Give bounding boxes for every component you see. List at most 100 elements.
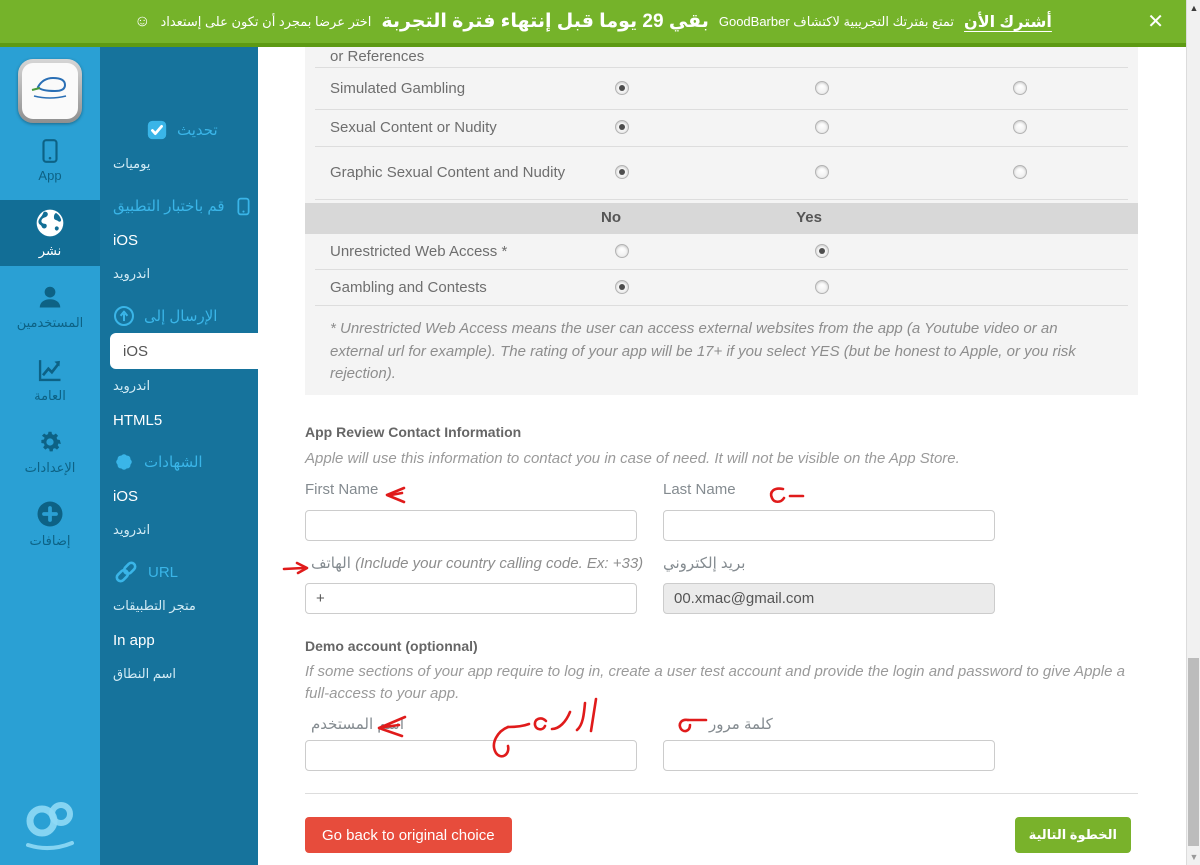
- nav2-group-label: قم باختبار التطبيق: [113, 198, 225, 215]
- rating-row: Unrestricted Web Access *: [315, 234, 1128, 270]
- sidebar-item-publish[interactable]: نشر: [0, 200, 100, 266]
- password-input[interactable]: [663, 740, 995, 771]
- column-header-no: No: [601, 209, 621, 226]
- sidebar-item-label: المستخدمين: [16, 315, 84, 330]
- subscribe-now-link[interactable]: أشترك الأن: [964, 13, 1052, 31]
- nav2-group-label: URL: [148, 563, 179, 581]
- scrollbar-down-icon[interactable]: ▼: [1189, 852, 1199, 862]
- trial-banner: أشترك الأن تمتع بفترتك التجريبية لاكتشاف…: [0, 0, 1186, 47]
- gear-icon: [36, 428, 64, 456]
- link-icon: [113, 559, 139, 585]
- nav2-item-iOS[interactable]: iOS: [113, 231, 139, 249]
- nav2-item-يوميات[interactable]: يوميات: [113, 156, 151, 171]
- secondary-nav: تحديث يوميات قم باختبار التطبيق iOS اندرويد ا…: [100, 113, 258, 691]
- sidebar-item-addons[interactable]: إضافات: [0, 492, 100, 556]
- radio-button[interactable]: [815, 165, 829, 179]
- radio-button[interactable]: [815, 279, 829, 294]
- radio-button[interactable]: [615, 120, 629, 134]
- sidebar-item-label: App: [38, 167, 62, 183]
- phone-icon: [37, 138, 63, 164]
- app-thumbnail[interactable]: [18, 59, 82, 123]
- phone-input[interactable]: [305, 583, 637, 614]
- upload-circle-icon: [113, 305, 135, 327]
- footer-divider: [305, 793, 1138, 794]
- column-header-yes: Yes: [796, 209, 822, 226]
- last-name-label: Last Name: [663, 481, 736, 498]
- secondary-sidebar: تحديث يوميات قم باختبار التطبيق iOS اندرويد ا…: [100, 43, 258, 865]
- sidebar-item-label: نشر: [38, 243, 62, 258]
- last-name-input[interactable]: [663, 510, 995, 541]
- nav2-group-header-4: URL: [100, 555, 258, 589]
- page-scrollbar[interactable]: ▲ ▼: [1186, 0, 1200, 865]
- rating-footnote: * Unrestricted Web Access means the user…: [330, 320, 1076, 382]
- sidebar-item-stats[interactable]: العامة: [0, 348, 100, 412]
- close-icon[interactable]: ✕: [1147, 11, 1164, 33]
- radio-button[interactable]: [1013, 120, 1027, 134]
- radio-button[interactable]: [815, 80, 829, 95]
- email-label: بريد إلكتروني: [663, 555, 746, 572]
- sidebar-item-users[interactable]: المستخدمين: [0, 275, 100, 339]
- rating-row-partial: or References: [315, 47, 1128, 68]
- plus-circle-icon: [35, 499, 65, 529]
- rating-row-label: Simulated Gambling: [330, 79, 466, 97]
- contact-section-title: App Review Contact Information: [305, 424, 522, 440]
- email-input: [663, 583, 995, 614]
- sidebar-item-app[interactable]: App: [0, 128, 100, 192]
- scrollbar-up-icon[interactable]: ▲: [1189, 3, 1199, 13]
- nav2-item-iOS[interactable]: iOS: [113, 487, 139, 505]
- rating-row: Simulated Gambling: [315, 68, 1128, 110]
- banner-message-1: تمتع بفترتك التجريبية لاكتشاف GoodBarber: [718, 13, 955, 29]
- goodbarber-logo-icon: [20, 795, 80, 860]
- radio-button[interactable]: [815, 243, 829, 258]
- smiley-icon: ☺: [134, 12, 151, 30]
- nav2-group-label: تحديث: [177, 122, 218, 139]
- next-step-button[interactable]: الخطوة التالية: [1014, 817, 1131, 853]
- sidebar-item-label: العامة: [34, 388, 66, 403]
- rating-table: or References Simulated Gambling Sexual Co…: [305, 47, 1138, 395]
- nav2-item-متجر التطبيقات[interactable]: متجر التطبيقات: [113, 598, 196, 613]
- nav2-item-اندرويد[interactable]: اندرويد: [113, 378, 151, 393]
- rating-row-label: Sexual Content or Nudity: [330, 119, 497, 137]
- banner-message-2: اختر عرضا بمجرد أن تكون على إستعداد: [160, 13, 372, 29]
- chart-icon: [36, 356, 64, 384]
- password-label: كلمة مرور: [709, 716, 773, 733]
- rating-row-label: or References: [330, 48, 425, 66]
- username-input[interactable]: [305, 740, 637, 771]
- radio-button[interactable]: [1013, 80, 1027, 95]
- nav2-item-اندرويد[interactable]: اندرويد: [113, 522, 151, 537]
- radio-button[interactable]: [615, 165, 629, 179]
- check-square-icon: [146, 119, 168, 141]
- demo-section-description: If some sections of your app require to …: [305, 663, 1125, 702]
- demo-section-title: Demo account (optionnal): [305, 638, 478, 654]
- nav2-group-header-2: الإرسال إلى: [100, 299, 258, 333]
- radio-button[interactable]: [615, 279, 629, 294]
- banner-days-left: بقي 29 يوما قبل إنتهاء فترة التجربة: [381, 11, 709, 32]
- radio-button[interactable]: [1013, 165, 1027, 179]
- first-name-input[interactable]: [305, 510, 637, 541]
- app-thumbnail-image: [22, 63, 78, 119]
- badge-icon: [113, 451, 135, 473]
- go-back-button[interactable]: Go back to original choice: [305, 817, 512, 853]
- rating-table-column-header: No Yes: [305, 203, 1138, 234]
- nav2-group-label: الشهادات: [144, 454, 203, 471]
- sidebar-item-label: إضافات: [29, 533, 71, 548]
- rating-row: Graphic Sexual Content and Nudity: [315, 147, 1128, 200]
- phone-hint: (Include your country calling code. Ex: …: [355, 555, 644, 572]
- nav2-item-اندرويد[interactable]: اندرويد: [113, 266, 151, 281]
- phone-label-row: الهاتف (Include your country calling cod…: [311, 554, 643, 572]
- rating-row-label: Unrestricted Web Access *: [330, 242, 508, 260]
- radio-button[interactable]: [815, 120, 829, 134]
- rating-row-label: Graphic Sexual Content and Nudity: [330, 164, 566, 182]
- sidebar-item-label: الإعدادات: [24, 460, 76, 475]
- scrollbar-thumb[interactable]: [1188, 658, 1199, 846]
- username-label: اسم المستخدم: [311, 716, 405, 733]
- radio-button[interactable]: [615, 243, 629, 258]
- phone-label: الهاتف: [311, 555, 351, 572]
- nav2-item-اسم النطاق[interactable]: اسم النطاق: [113, 666, 176, 681]
- nav2-item-In app[interactable]: In app: [113, 631, 155, 649]
- first-name-label: First Name: [305, 481, 379, 498]
- nav2-item-HTML5[interactable]: HTML5: [113, 411, 163, 429]
- nav2-item-iOS[interactable]: iOS: [110, 333, 258, 369]
- sidebar-item-settings[interactable]: الإعدادات: [0, 420, 100, 484]
- radio-button[interactable]: [615, 80, 629, 95]
